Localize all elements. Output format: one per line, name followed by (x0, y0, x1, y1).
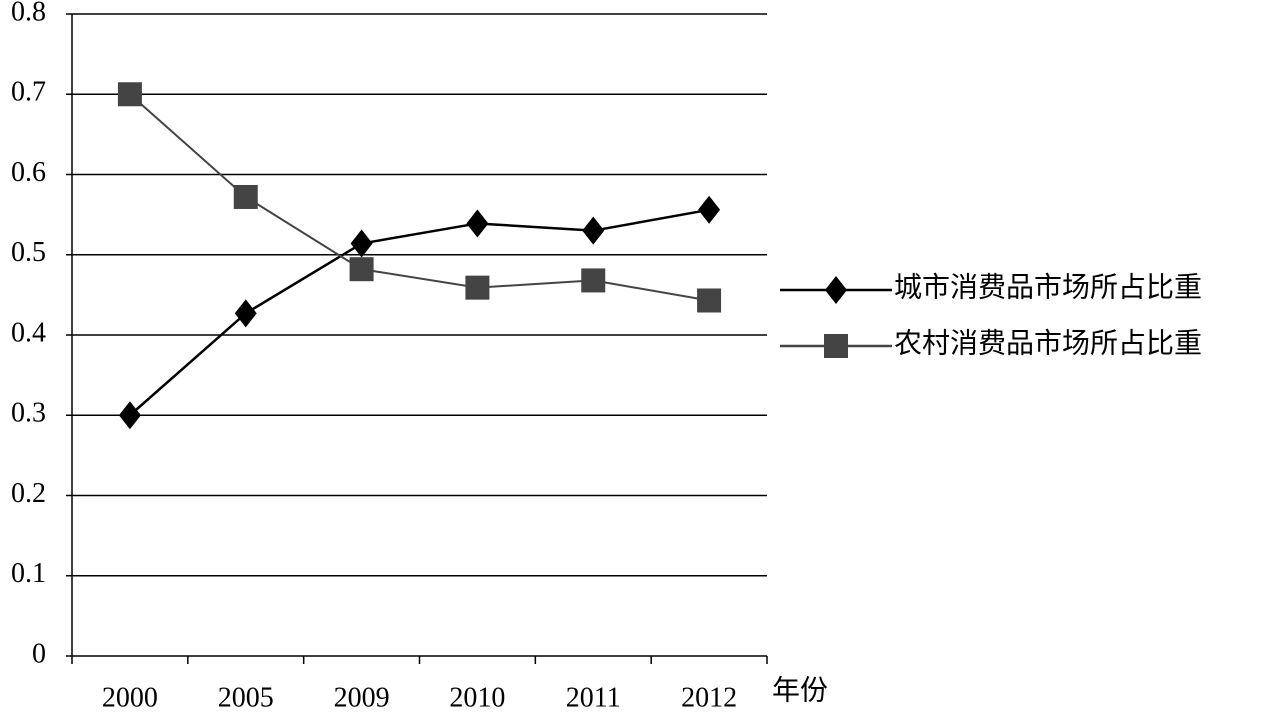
legend-marker (825, 276, 847, 304)
point-marker (350, 229, 373, 258)
y-tick-label: 0.8 (11, 0, 46, 27)
point-marker (118, 401, 141, 430)
x-tick-label: 2005 (218, 682, 274, 713)
series-line (129, 208, 710, 417)
point-marker (697, 288, 722, 313)
y-tick-label: 0.5 (11, 237, 46, 268)
x-tick-label: 2011 (566, 682, 621, 713)
y-tick-label: 0 (32, 638, 46, 669)
point-marker (117, 82, 142, 107)
point-marker (581, 268, 606, 293)
point-marker (233, 184, 258, 209)
legend-label: 农村消费品市场所占比重 (894, 327, 1202, 359)
x-tick-label: 2010 (449, 682, 505, 713)
point-marker (698, 195, 721, 224)
legend-marker (824, 334, 848, 358)
x-tick-label: 2012 (681, 682, 737, 713)
point-marker (234, 299, 257, 328)
point-marker (466, 209, 489, 238)
point-marker (465, 275, 490, 300)
y-tick-label: 0.4 (11, 317, 46, 348)
legend-label: 城市消费品市场所占比重 (894, 271, 1202, 303)
x-axis-label: 年份 (772, 674, 828, 706)
x-tick-label: 2000 (102, 682, 158, 713)
point-marker (582, 216, 605, 245)
y-tick-label: 0.2 (11, 478, 46, 509)
x-tick-label: 2009 (334, 682, 390, 713)
y-tick-label: 0.3 (11, 398, 46, 429)
y-tick-label: 0.6 (11, 157, 46, 188)
y-tick-label: 0.1 (11, 558, 46, 589)
point-marker (349, 257, 374, 282)
y-tick-label: 0.7 (11, 77, 46, 108)
series-line (129, 93, 710, 302)
